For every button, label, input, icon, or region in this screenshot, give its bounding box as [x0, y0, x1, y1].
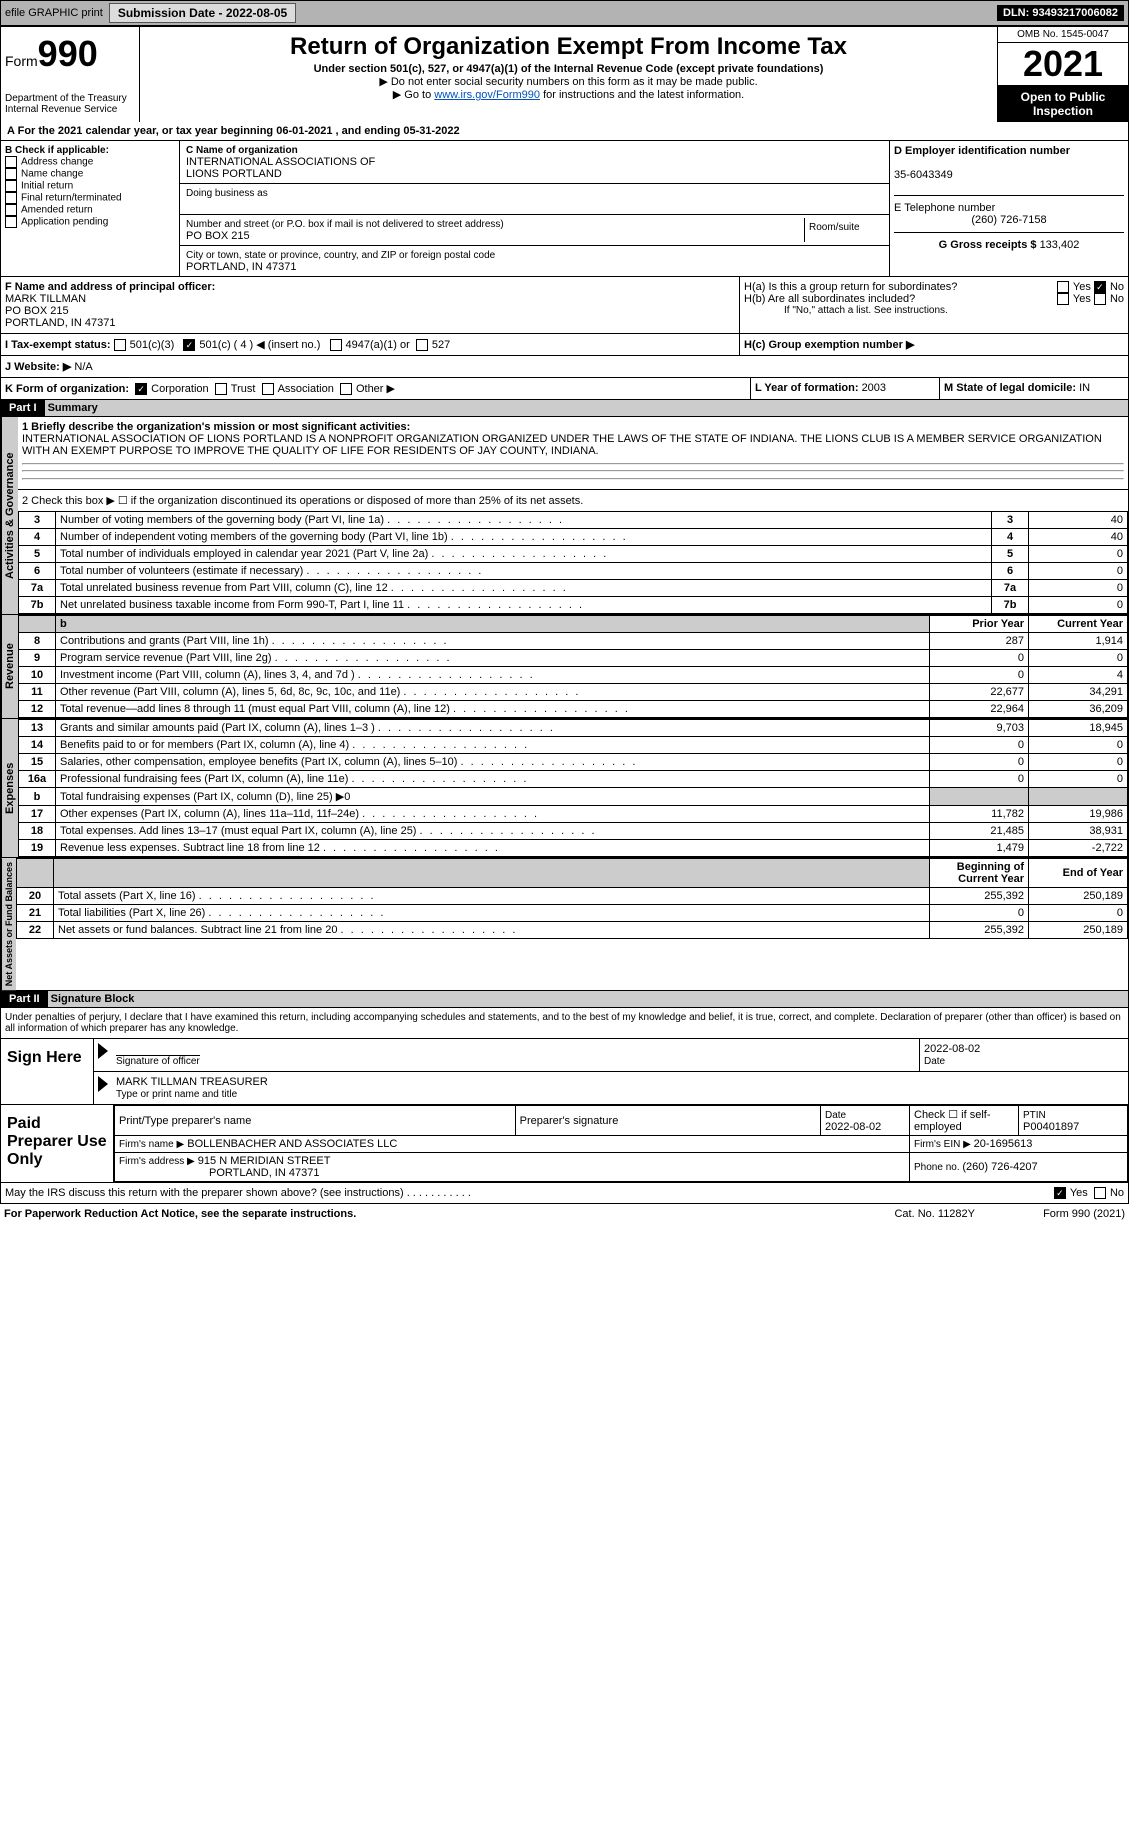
part1-hdr: Part I	[1, 400, 45, 416]
side-net: Net Assets or Fund Balances	[1, 858, 16, 990]
preparer-table: Print/Type preparer's namePreparer's sig…	[114, 1105, 1128, 1182]
side-governance: Activities & Governance	[1, 417, 18, 614]
section-k: K Form of organization: ✓Corporation Tru…	[1, 378, 751, 399]
paid-preparer-label: Paid Preparer Use Only	[1, 1105, 114, 1182]
efile-label: efile GRAPHIC print	[5, 7, 103, 19]
dln: DLN: 93493217006082	[997, 5, 1124, 21]
title-block: Return of Organization Exempt From Incom…	[140, 27, 997, 122]
form-990-block: Form990 Department of the Treasury Inter…	[1, 27, 140, 122]
part2-hdr: Part II	[1, 991, 48, 1007]
section-h: H(a) Is this a group return for subordin…	[740, 277, 1128, 333]
section-c: C Name of organizationINTERNATIONAL ASSO…	[180, 141, 890, 276]
expenses-table: 13Grants and similar amounts paid (Part …	[18, 719, 1128, 857]
form-title: Return of Organization Exempt From Incom…	[144, 33, 993, 61]
governance-table: 3Number of voting members of the governi…	[18, 511, 1128, 614]
submission-date-btn[interactable]: Submission Date - 2022-08-05	[109, 3, 296, 23]
arrow-icon	[98, 1043, 108, 1059]
section-l: L Year of formation: 2003	[751, 378, 940, 399]
side-expenses: Expenses	[1, 719, 18, 857]
side-revenue: Revenue	[1, 615, 18, 718]
declaration: Under penalties of perjury, I declare th…	[0, 1008, 1129, 1039]
year-block: OMB No. 1545-0047 2021 Open to Public In…	[997, 27, 1128, 122]
section-m: M State of legal domicile: IN	[940, 378, 1128, 399]
tax-year-line: A For the 2021 calendar year, or tax yea…	[0, 122, 1129, 141]
section-b: B Check if applicable: Address changeNam…	[1, 141, 180, 276]
revenue-table: bPrior YearCurrent Year 8Contributions a…	[18, 615, 1128, 718]
net-table: Beginning of Current YearEnd of Year 20T…	[16, 858, 1128, 939]
irs-link[interactable]: www.irs.gov/Form990	[434, 89, 540, 101]
section-i: I Tax-exempt status: 501(c)(3) ✓501(c) (…	[1, 334, 740, 355]
section-hc: H(c) Group exemption number ▶	[740, 334, 1128, 355]
section-j: J Website: ▶ N/A	[0, 356, 1129, 378]
footer: For Paperwork Reduction Act Notice, see …	[0, 1204, 1129, 1224]
sign-here-label: Sign Here	[1, 1039, 94, 1104]
section-d-e-g: D Employer identification number35-60433…	[890, 141, 1128, 276]
section-f: F Name and address of principal officer:…	[1, 277, 740, 333]
topbar: efile GRAPHIC print Submission Date - 20…	[0, 0, 1129, 26]
may-discuss: May the IRS discuss this return with the…	[0, 1183, 1129, 1204]
arrow-icon	[98, 1076, 108, 1092]
